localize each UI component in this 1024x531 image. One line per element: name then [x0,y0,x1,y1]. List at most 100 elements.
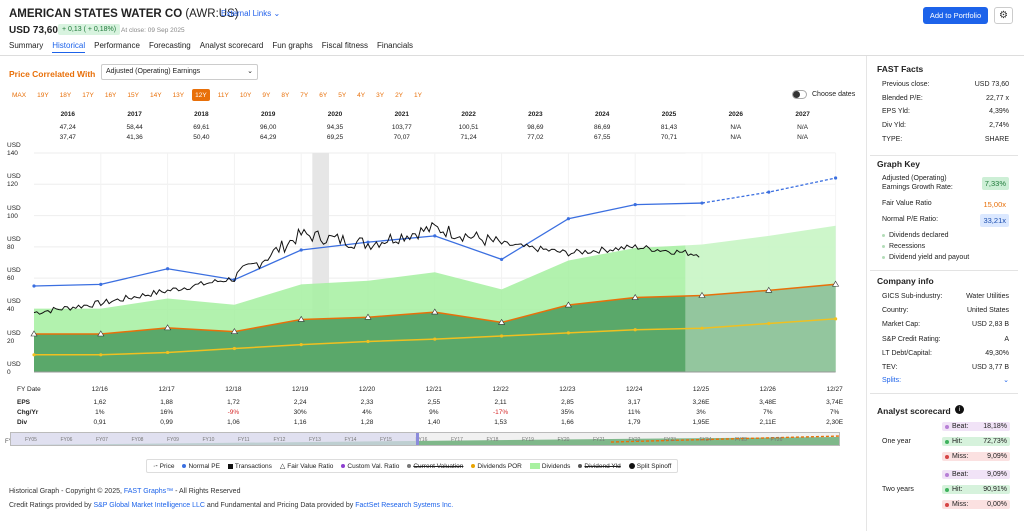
chevron-down-icon[interactable]: ⌄ [1003,377,1009,384]
graph-key-item[interactable]: Recessions [882,243,925,250]
year-high: N/A [730,124,742,131]
y-tick-unit: USD [7,267,21,275]
fin-cell-dates: 12/23 [559,386,576,393]
year-button-12y[interactable]: 12Y [192,89,210,101]
legend-label[interactable]: Fair Value Ratio [287,462,334,470]
year-button-3y[interactable]: 3Y [376,91,385,99]
external-links-dropdown[interactable]: External Links ⌄ [221,9,280,18]
chart-legend: ·- Price Normal PE Transactions △ Fair Value … [146,459,679,473]
factset-link[interactable]: FactSet Research Systems Inc. [355,502,454,509]
fin-cell-chg: 9% [429,409,439,416]
range-navigator[interactable]: FY05 FY06 FY07 FY08 FY09 FY10 FY11 FY12 FY13 FY14… [10,432,840,446]
year-button-max[interactable]: MAX [12,91,27,99]
fin-cell-div: 1,28 [360,419,374,426]
dividends-por-point [366,339,370,344]
legend-label[interactable]: Dividends POR [477,462,522,470]
divider [866,56,867,531]
tab-forecasting[interactable]: Forecasting [148,41,191,50]
y-tick-label: USD 60 [7,267,21,283]
price-chart[interactable] [0,140,866,380]
fastgraphs-link[interactable]: FAST Graphs™ [123,488,174,495]
growth-rate-badge: 7,33% [981,177,1009,190]
tab-analyst-scorecard[interactable]: Analyst scorecard [199,41,264,50]
normal-pe-badge: 33,21x [980,214,1009,227]
splits-link[interactable]: Splits: [882,377,902,384]
tab-historical[interactable]: Historical [52,41,86,53]
legend-label[interactable]: Normal PE [188,462,220,470]
legend-label[interactable]: Dividend Yld [584,462,621,470]
year-button-18y[interactable]: 18Y [59,91,72,99]
navigator-year-label: FY26 [770,437,783,443]
year-button-1y[interactable]: 1Y [414,91,422,99]
year-button-4y[interactable]: 4Y [357,91,366,99]
year-low: 64,29 [260,134,277,141]
price-correlated-select[interactable]: Adjusted (Operating) Earnings ⌄ [101,64,258,80]
year-button-6y[interactable]: 6Y [319,91,328,99]
scorecard-hit-row: Hit: 72,73% [942,437,1010,446]
year-button-19y[interactable]: 19Y [37,91,49,99]
year-low: 77,02 [527,134,544,141]
dividends-por-point [232,346,236,351]
fin-cell-dates: 12/27 [826,386,843,393]
legend-item: Dividends POR [471,462,522,470]
navigator-mini-chart [11,433,839,445]
tab-performance[interactable]: Performance [94,41,140,50]
settings-button[interactable]: ⚙ [994,7,1013,24]
external-links-label: External Links [221,9,272,18]
dot-icon [578,464,583,468]
year-button-2y[interactable]: 2Y [395,91,404,99]
year-button-9y[interactable]: 9Y [262,91,271,99]
choose-dates-toggle[interactable] [792,90,807,99]
legend-label[interactable]: Current Valuation [413,462,464,470]
year-button-7y[interactable]: 7Y [300,91,309,99]
y-tick-value: 100 [7,212,18,220]
bullet-icon [945,440,949,444]
legend-label[interactable]: Price [159,462,175,470]
fin-cell-chg: 7% [829,409,840,416]
year-button-10y[interactable]: 10Y [239,91,252,99]
year-low: 67,55 [594,134,611,141]
info-icon[interactable]: i [955,405,964,414]
fin-cell-dates: 12/18 [225,386,242,393]
graph-key-item[interactable]: Dividends declared [882,232,949,239]
tab-fiscal-fitness[interactable]: Fiscal fitness [321,41,369,50]
year-button-15y[interactable]: 15Y [127,91,139,99]
fin-cell-chg: -9% [227,409,240,416]
price-correlated-label: Price Correlated With [9,69,96,79]
year-button-13y[interactable]: 13Y [172,91,185,99]
year-button-14y[interactable]: 14Y [149,91,162,99]
year-label: 2017 [127,111,142,118]
tab-summary[interactable]: Summary [9,41,44,50]
year-button-16y[interactable]: 16Y [104,91,117,99]
copyright-prefix: Historical Graph - Copyright © 2025, [9,488,124,495]
fair-value-point [498,318,506,325]
year-range-buttons: MAX 19Y 18Y 17Y 16Y 15Y 14Y 13Y 12Y 11Y 10Y 9Y 8Y 7Y 6… [9,89,425,101]
fin-cell-dates: 12/16 [91,386,108,393]
scorecard-value: 72,73% [983,438,1007,445]
fair-value-point [164,324,172,331]
year-high: 94,35 [326,124,344,131]
fact-value: 4,39% [989,108,1009,116]
legend-label[interactable]: Split Spinoff [636,462,672,470]
graph-key-label: Dividend yield and payout [889,254,970,261]
navigator-year-label: FY23 [664,437,676,443]
year-low: 50,40 [193,134,210,141]
y-tick-value: 60 [7,275,15,283]
add-to-portfolio-button[interactable]: Add to Portfolio [923,7,988,24]
year-button-5y[interactable]: 5Y [338,91,347,99]
year-low: N/A [797,134,809,141]
year-label: 2022 [461,111,476,118]
sp-global-link[interactable]: S&P Global Market Intelligence LLC [93,502,205,509]
fin-cell-chg: 35% [560,409,574,416]
navigator-handle[interactable] [416,433,419,445]
graph-key-item[interactable]: Dividend yield and payout [882,254,969,261]
dividends-por-point [299,343,303,347]
legend-label[interactable]: Dividends [541,462,571,470]
legend-label[interactable]: Transactions [234,462,272,470]
tab-financials[interactable]: Financials [377,41,414,50]
legend-label[interactable]: Custom Val. Ratio [347,462,400,470]
year-button-11y[interactable]: 11Y [217,91,229,99]
year-button-8y[interactable]: 8Y [281,91,290,99]
tab-fun-graphs[interactable]: Fun graphs [272,41,313,50]
year-button-17y[interactable]: 17Y [82,91,94,99]
